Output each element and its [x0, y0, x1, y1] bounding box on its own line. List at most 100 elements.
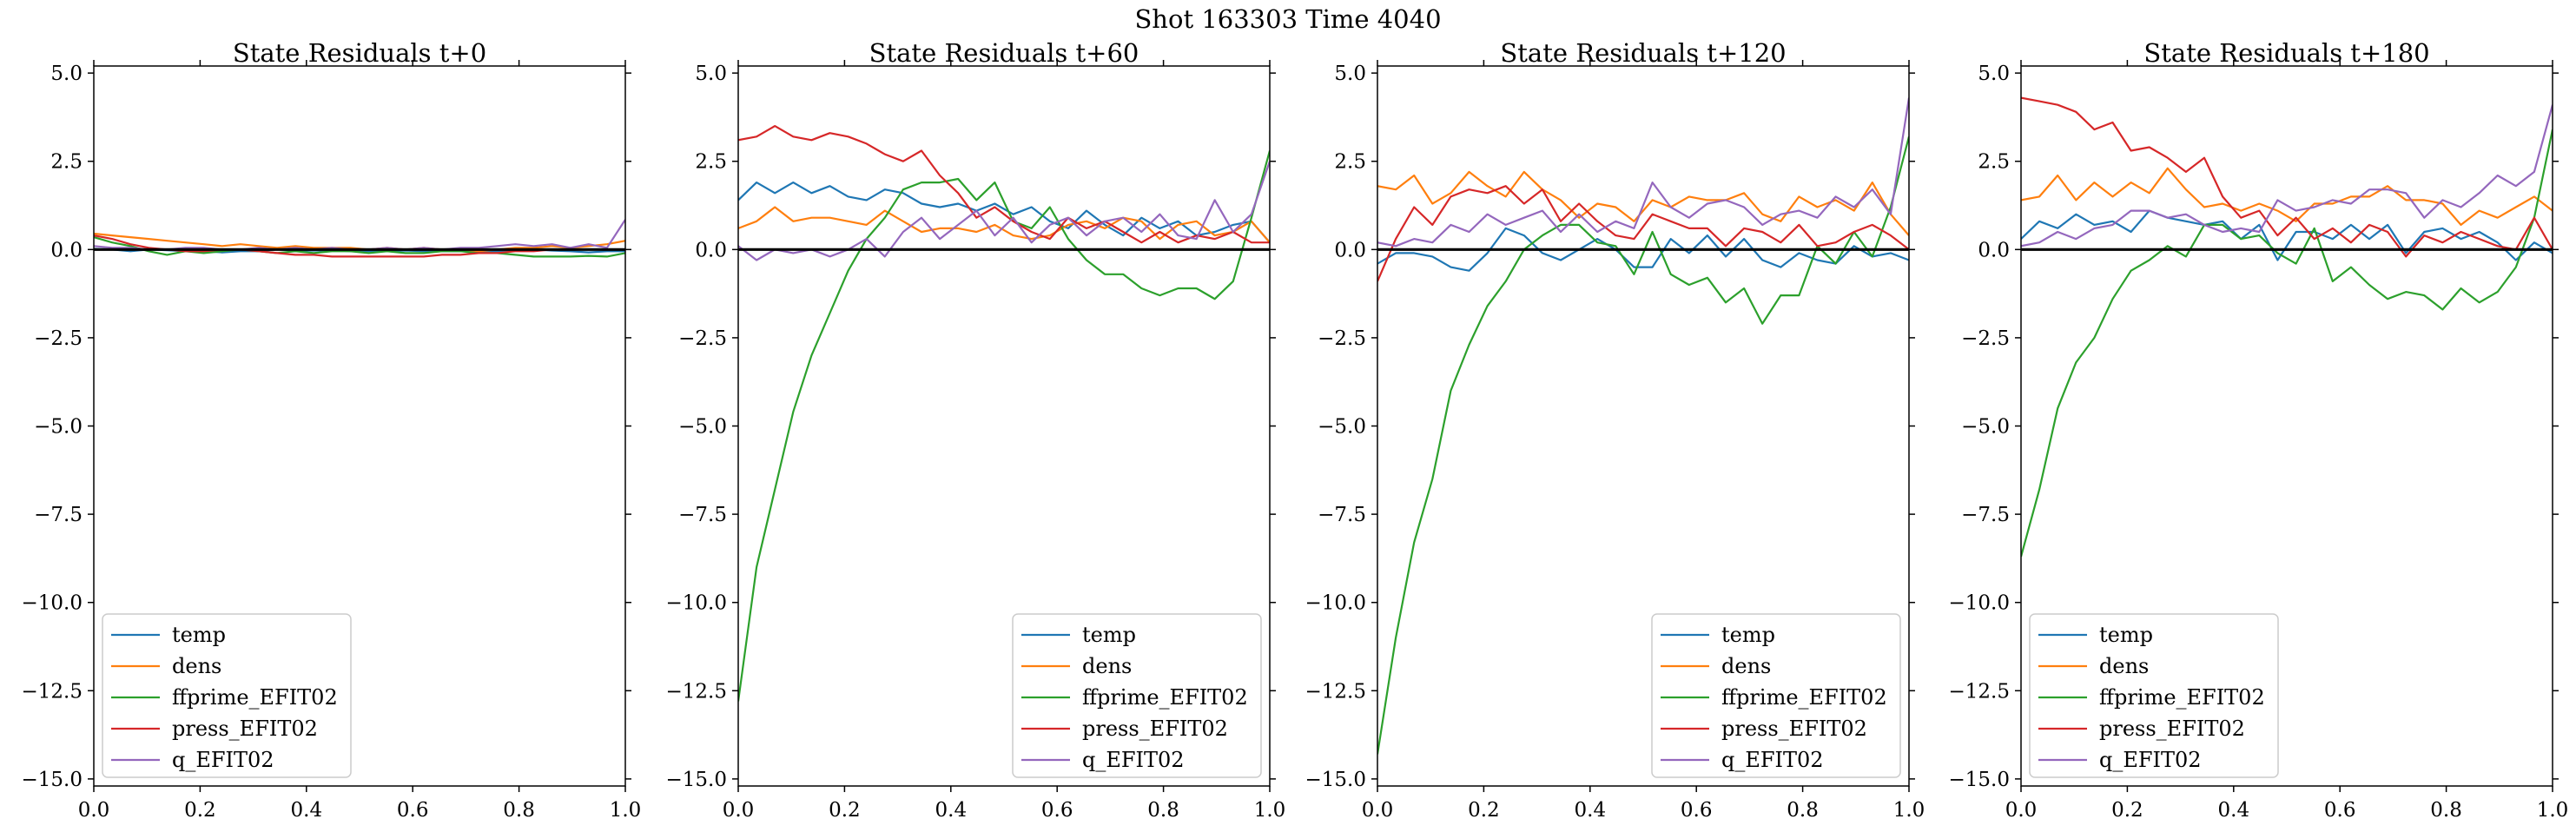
panel-1: State Residuals t+60 5.0 2.5 0.0 −2.5 −5.0 −7.…: [666, 38, 1286, 819]
series-line-ffprime_EFIT02: [738, 150, 1270, 702]
x-tick-label: 0.2: [184, 799, 216, 819]
x-tick-label: 1.0: [610, 799, 642, 819]
x-tick-label: 0.6: [2324, 799, 2356, 819]
y-tick-label: 0.0: [1334, 239, 1366, 261]
y-tick-label: −7.5: [34, 504, 83, 526]
legend-label-press_EFIT02: press_EFIT02: [172, 717, 318, 741]
axes-frame: [2020, 65, 2553, 787]
y-tick-label: −7.5: [1318, 504, 1366, 526]
y-tick-label: −15.0: [1305, 769, 1366, 791]
y-tick-label: 2.5: [50, 151, 83, 174]
x-tick-label: 0.8: [1147, 799, 1179, 819]
x-tick-label: 0.8: [2430, 799, 2462, 819]
legend-frame: [102, 613, 352, 778]
legend-frame: [1651, 613, 1901, 778]
y-tick-label: 5.0: [1978, 63, 2010, 85]
legend-label-press_EFIT02: press_EFIT02: [1721, 717, 1867, 741]
y-tick-label: 2.5: [695, 151, 727, 174]
panel-title: State Residuals t+120: [1500, 38, 1786, 68]
y-tick-label: −5.0: [1961, 416, 2010, 439]
series-line-q_EFIT02: [94, 219, 625, 251]
y-tick-label: −2.5: [1961, 327, 2010, 350]
y-tick-label: 5.0: [50, 63, 83, 85]
panel-0: State Residuals t+0 5.0 2.5 0.0 −2.5 −5.0 −7.5…: [22, 38, 642, 819]
series-line-q_EFIT02: [738, 161, 1270, 261]
axes-frame: [93, 65, 626, 787]
series-line-temp: [1377, 227, 1909, 272]
y-tick-label: 0.0: [50, 239, 83, 261]
y-tick-label: −5.0: [34, 416, 83, 439]
plot-area: [738, 125, 1270, 702]
legend-label-q_EFIT02: q_EFIT02: [172, 748, 274, 772]
x-tick-label: 0.6: [1681, 799, 1713, 819]
y-tick-label: −12.5: [1305, 680, 1366, 703]
y-tick-label: −10.0: [1305, 592, 1366, 615]
series-line-q_EFIT02: [2021, 104, 2553, 248]
legend-label-q_EFIT02: q_EFIT02: [1721, 748, 1824, 772]
panel-title: State Residuals t+0: [233, 38, 486, 68]
legend-frame: [2029, 613, 2279, 778]
y-tick-label: 0.0: [695, 239, 727, 261]
x-tick-label: 0.2: [2111, 799, 2143, 819]
legend-label-temp: temp: [1721, 623, 1775, 647]
legend-label-ffprime_EFIT02: ffprime_EFIT02: [1082, 685, 1248, 710]
x-tick-label: 0.2: [1468, 799, 1500, 819]
x-tick-label: 0.8: [503, 799, 535, 819]
axes-frame: [737, 65, 1271, 787]
x-tick-label: 1.0: [2537, 799, 2569, 819]
x-tick-label: 0.0: [1362, 799, 1394, 819]
x-tick-label: 0.4: [2218, 799, 2250, 819]
legend-label-dens: dens: [1721, 654, 1771, 678]
y-tick-label: −10.0: [22, 592, 83, 615]
y-tick-label: 5.0: [1334, 63, 1366, 85]
y-tick-label: −2.5: [678, 327, 727, 350]
y-tick-label: −2.5: [1318, 327, 1366, 350]
series-line-temp: [2021, 209, 2553, 261]
legend-frame: [1012, 613, 1262, 778]
plot-area: [1377, 97, 1909, 755]
y-tick-label: −7.5: [678, 504, 727, 526]
series-line-press_EFIT02: [2021, 96, 2553, 258]
x-tick-label: 0.0: [723, 799, 755, 819]
legend-label-ffprime_EFIT02: ffprime_EFIT02: [2099, 685, 2265, 710]
legend-label-press_EFIT02: press_EFIT02: [1082, 717, 1228, 741]
series-line-dens: [738, 206, 1270, 243]
legend-label-q_EFIT02: q_EFIT02: [1082, 748, 1185, 772]
panel-3: State Residuals t+180 5.0 2.5 0.0 −2.5 −5.0 −7…: [1949, 38, 2569, 819]
y-tick-label: −15.0: [1949, 769, 2010, 791]
y-tick-label: −5.0: [1318, 416, 1366, 439]
legend: temp dens ffprime_EFIT02 press_EFIT02 q_EFIT…: [102, 613, 352, 778]
series-line-dens: [1377, 170, 1909, 236]
y-tick-label: 2.5: [1334, 151, 1366, 174]
legend-label-press_EFIT02: press_EFIT02: [2099, 717, 2245, 741]
y-tick-label: 0.0: [1978, 239, 2010, 261]
legend: temp dens ffprime_EFIT02 press_EFIT02 q_EFIT…: [1651, 613, 1901, 778]
series-line-dens: [2021, 167, 2553, 226]
y-tick-label: −15.0: [666, 769, 727, 791]
y-tick-label: −5.0: [678, 416, 727, 439]
legend-label-temp: temp: [1082, 623, 1136, 647]
series-line-q_EFIT02: [1377, 97, 1909, 248]
plot-area: [2021, 96, 2553, 558]
series-line-press_EFIT02: [738, 125, 1270, 244]
legend: temp dens ffprime_EFIT02 press_EFIT02 q_EFIT…: [1012, 613, 1262, 778]
x-tick-label: 0.8: [1787, 799, 1819, 819]
y-tick-label: −7.5: [1961, 504, 2010, 526]
y-tick-label: −12.5: [22, 680, 83, 703]
y-tick-label: −2.5: [34, 327, 83, 350]
panel-title: State Residuals t+60: [869, 38, 1139, 68]
y-tick-label: −12.5: [1949, 680, 2010, 703]
legend-label-dens: dens: [1082, 654, 1132, 678]
legend-label-dens: dens: [172, 654, 221, 678]
x-tick-label: 0.0: [78, 799, 110, 819]
x-tick-label: 1.0: [1254, 799, 1286, 819]
legend: temp dens ffprime_EFIT02 press_EFIT02 q_EFIT…: [2029, 613, 2279, 778]
legend-label-ffprime_EFIT02: ffprime_EFIT02: [172, 685, 338, 710]
series-line-press_EFIT02: [94, 234, 625, 258]
y-tick-label: 5.0: [695, 63, 727, 85]
x-tick-label: 1.0: [1893, 799, 1925, 819]
axes-frame: [1377, 65, 1910, 787]
x-tick-label: 0.4: [1575, 799, 1607, 819]
y-tick-label: −12.5: [666, 680, 727, 703]
